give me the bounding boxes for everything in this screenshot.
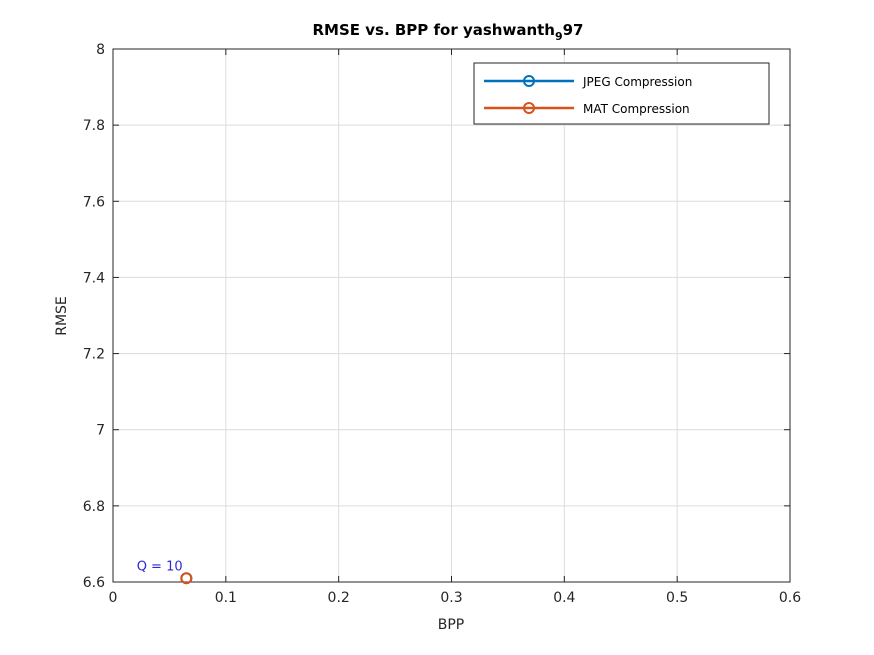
data-point: [180, 572, 193, 585]
plot-frame: [112, 48, 791, 583]
annotation-label: Q = 10: [137, 560, 183, 575]
y-tick-label: 7.6: [83, 194, 105, 210]
y-axis-label: RMSE: [54, 296, 70, 336]
x-tick-label: 0.4: [553, 590, 575, 606]
legend-label: MAT Compression: [583, 102, 690, 116]
x-tick-label: 0.2: [328, 590, 350, 606]
x-tick-labels: 0 0.1 0.2 0.3 0.4 0.5 0.6: [109, 590, 802, 606]
legend-box: [473, 62, 770, 125]
y-tick-label: 6.8: [83, 499, 105, 515]
y-tick-label: 7.4: [83, 270, 105, 286]
annotations-group: Q = 10: [137, 560, 183, 575]
y-tick-label: 6.6: [83, 575, 105, 591]
chart-title: RMSE vs. BPP for yashwanth997: [312, 21, 583, 43]
grid-lines: [113, 49, 790, 582]
x-axis-label: BPP: [438, 617, 465, 633]
x-tick-label: 0.1: [215, 590, 237, 606]
y-tick-label: 7.2: [83, 347, 105, 363]
legend-marker: [523, 102, 535, 114]
x-tick-label: 0.3: [440, 590, 462, 606]
y-tick-labels: 6.6 6.8 7 7.2 7.4 7.6 7.8 8: [83, 42, 105, 591]
x-tick-label: 0: [109, 590, 118, 606]
x-tick-label: 0.6: [779, 590, 801, 606]
y-tick-label: 7: [96, 423, 105, 439]
legend: JPEG Compression MAT Compression: [473, 62, 770, 125]
y-tick-label: 7.8: [83, 118, 105, 134]
series-group: [180, 572, 193, 585]
x-tick-label: 0.5: [666, 590, 688, 606]
legend-marker: [523, 75, 535, 87]
y-tick-label: 8: [96, 42, 105, 58]
legend-label: JPEG Compression: [582, 75, 692, 89]
